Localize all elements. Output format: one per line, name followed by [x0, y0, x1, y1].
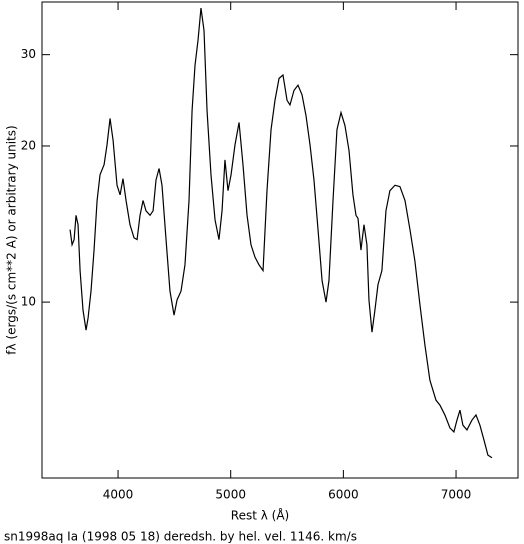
- x-axis-label: Rest λ (Å): [231, 508, 289, 523]
- y-tick-label: 30: [21, 47, 36, 61]
- caption: sn1998aq Ia (1998 05 18) deredsh. by hel…: [4, 530, 357, 544]
- x-tick-label: 4000: [103, 488, 134, 502]
- y-tick-label: 20: [21, 138, 36, 152]
- y-axis-label: fλ (ergs/(s cm**2 A) or arbitrary units): [5, 125, 19, 354]
- x-tick-label: 7000: [441, 488, 472, 502]
- y-tick-label: 10: [21, 295, 36, 309]
- x-tick-label: 5000: [215, 488, 246, 502]
- spectrum-line: [69, 7, 493, 459]
- plot-frame: [41, 1, 519, 479]
- x-tick-label: 6000: [328, 488, 359, 502]
